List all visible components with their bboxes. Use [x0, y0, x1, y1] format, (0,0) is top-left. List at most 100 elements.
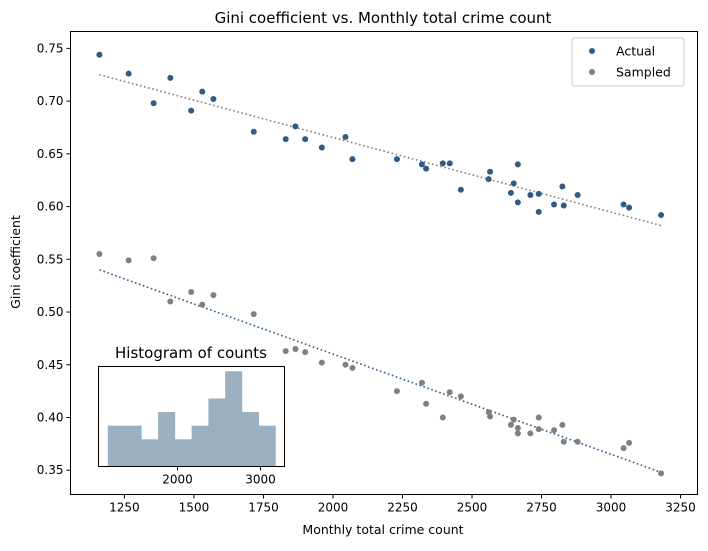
point-sampled	[626, 439, 633, 446]
point-sampled	[514, 425, 521, 432]
histogram-bar	[241, 412, 259, 467]
point-sampled	[210, 292, 217, 299]
x-tick-label: 3250	[665, 501, 696, 515]
point-sampled	[620, 445, 627, 452]
point-sampled	[418, 379, 425, 386]
histogram-bar	[174, 439, 192, 467]
point-actual	[439, 160, 446, 167]
x-tick-label: 2250	[387, 501, 418, 515]
point-actual	[318, 144, 325, 151]
point-sampled	[393, 388, 400, 395]
point-sampled	[349, 364, 356, 371]
point-actual	[210, 95, 217, 102]
point-sampled	[188, 289, 195, 296]
point-actual	[485, 176, 492, 183]
y-tick-label: 0.60	[37, 200, 64, 214]
point-actual	[302, 136, 309, 143]
point-actual	[349, 156, 356, 163]
point-actual	[342, 133, 349, 140]
histogram-bar	[124, 425, 142, 467]
point-actual	[96, 51, 103, 58]
point-actual	[574, 191, 581, 198]
point-actual	[167, 74, 174, 81]
point-sampled	[282, 348, 289, 355]
point-actual	[150, 100, 157, 107]
y-axis-label: Gini coefficient	[8, 215, 23, 309]
point-sampled	[535, 414, 542, 421]
point-actual	[620, 201, 627, 208]
point-sampled	[150, 255, 157, 262]
point-actual	[418, 161, 425, 168]
trend-line-sampled	[99, 269, 662, 474]
histogram-bar	[208, 398, 226, 467]
legend-marker-sampled	[589, 69, 595, 75]
histogram-bar	[107, 425, 125, 467]
y-tick-label: 0.45	[37, 358, 64, 372]
x-tick-label: 1500	[179, 501, 210, 515]
x-tick-label: 3000	[596, 501, 627, 515]
point-sampled	[559, 421, 566, 428]
inset-frame	[98, 366, 285, 467]
x-tick-label: 2000	[318, 501, 349, 515]
histogram-bar	[158, 412, 176, 467]
point-actual	[626, 204, 633, 211]
point-sampled	[342, 361, 349, 368]
point-actual	[510, 180, 517, 187]
point-sampled	[96, 251, 103, 258]
point-sampled	[302, 349, 309, 356]
point-sampled	[658, 470, 665, 477]
y-tick-label: 0.50	[37, 305, 64, 319]
point-actual	[292, 123, 299, 130]
x-tick-label: 1250	[109, 501, 140, 515]
histogram-bar	[191, 425, 209, 467]
point-actual	[188, 107, 195, 114]
legend-marker-actual	[589, 48, 595, 54]
point-sampled	[446, 389, 453, 396]
point-actual	[514, 199, 521, 206]
plot-frame	[70, 31, 698, 495]
point-sampled	[560, 438, 567, 445]
chart-title: Gini coefficient vs. Monthly total crime…	[215, 9, 552, 27]
histogram-bar	[225, 371, 243, 467]
point-actual	[507, 189, 514, 196]
y-tick-label: 0.55	[37, 252, 64, 266]
point-sampled	[457, 393, 464, 400]
point-sampled	[574, 438, 581, 445]
point-actual	[551, 201, 558, 208]
point-sampled	[487, 413, 494, 420]
y-tick-label: 0.40	[37, 411, 64, 425]
point-actual	[393, 156, 400, 163]
y-tick-label: 0.75	[37, 41, 64, 55]
point-actual	[250, 128, 257, 135]
point-sampled	[318, 359, 325, 366]
point-actual	[199, 88, 206, 95]
point-actual	[423, 165, 430, 172]
x-axis-label: Monthly total crime count	[302, 522, 463, 537]
point-actual	[559, 183, 566, 190]
legend-label-sampled: Sampled	[616, 65, 671, 80]
point-sampled	[125, 257, 132, 264]
histogram-bar	[258, 425, 276, 467]
point-actual	[487, 168, 494, 175]
point-sampled	[199, 301, 206, 308]
inset-x-tick-label: 3000	[245, 473, 276, 487]
inset-x-tick-label: 2000	[162, 473, 193, 487]
point-actual	[457, 186, 464, 193]
point-sampled	[535, 426, 542, 433]
legend: Actual Sampled	[571, 37, 685, 87]
inset-title: Histogram of counts	[115, 344, 267, 362]
point-actual	[658, 212, 665, 219]
point-sampled	[514, 430, 521, 437]
histogram-bar	[141, 439, 159, 467]
point-sampled	[439, 414, 446, 421]
x-tick-label: 1750	[248, 501, 279, 515]
point-sampled	[167, 298, 174, 305]
y-tick-label: 0.65	[37, 147, 64, 161]
x-tick-label: 2500	[457, 501, 488, 515]
point-actual	[446, 160, 453, 167]
point-actual	[282, 136, 289, 143]
point-actual	[514, 161, 521, 168]
x-tick-label: 2750	[526, 501, 557, 515]
